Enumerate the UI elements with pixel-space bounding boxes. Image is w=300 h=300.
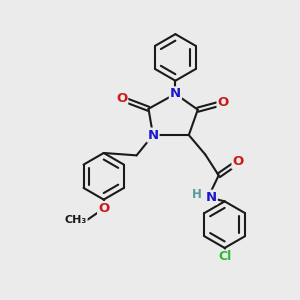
Text: O: O	[98, 202, 109, 215]
Text: O: O	[232, 155, 244, 168]
Text: O: O	[116, 92, 127, 105]
Text: CH₃: CH₃	[65, 215, 87, 225]
Text: N: N	[170, 87, 181, 101]
Text: Cl: Cl	[218, 250, 231, 263]
Text: N: N	[206, 191, 217, 204]
Text: O: O	[218, 96, 229, 109]
Text: H: H	[192, 188, 202, 201]
Text: N: N	[147, 129, 158, 142]
